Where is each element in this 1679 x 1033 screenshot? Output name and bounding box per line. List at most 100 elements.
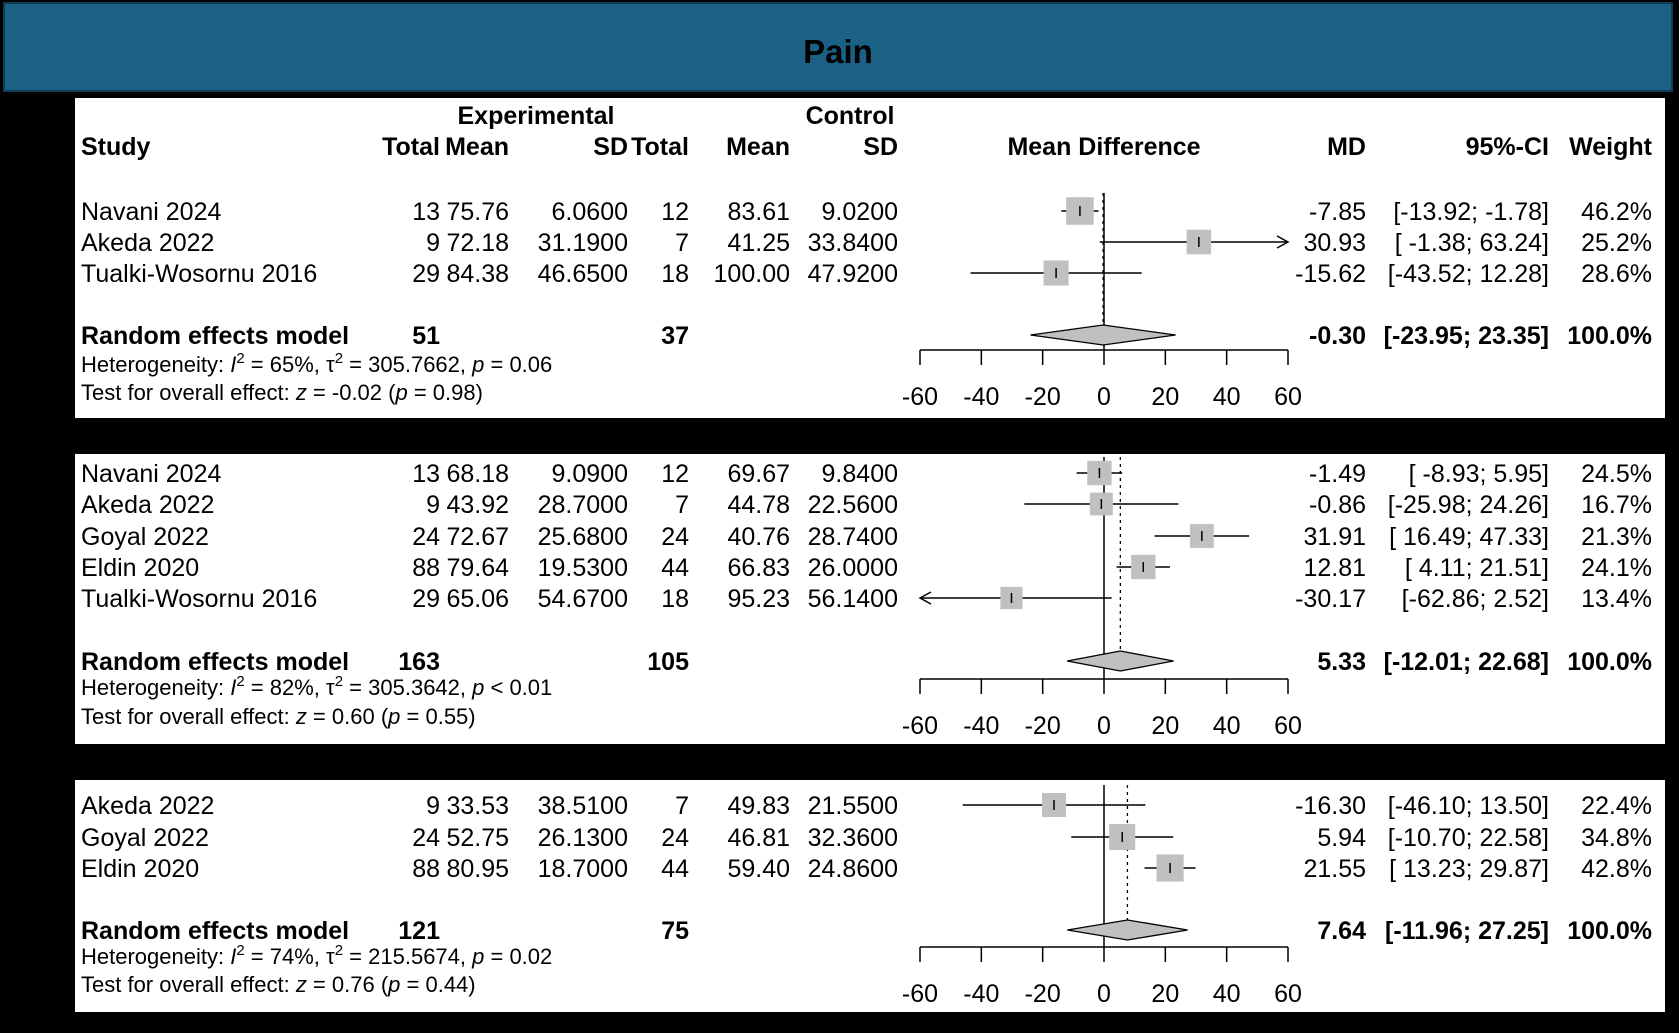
- e-total: 24: [412, 523, 440, 551]
- c-total: 12: [661, 460, 689, 488]
- x-tick-label: -20: [1025, 383, 1061, 411]
- tau-symbol: τ: [326, 352, 335, 377]
- x-tick-label: 20: [1151, 383, 1179, 411]
- e-sd: 26.1300: [538, 824, 628, 852]
- c-total: 7: [675, 491, 689, 519]
- z-value: = -0.02 (: [307, 380, 396, 405]
- c-mean: 83.61: [727, 198, 790, 226]
- e-sd: 6.0600: [552, 198, 628, 226]
- i2-value: = 65%,: [245, 352, 326, 377]
- c-mean: 69.67: [727, 460, 790, 488]
- x-tick-label: 20: [1151, 980, 1179, 1008]
- e-mean: 43.92: [446, 491, 509, 519]
- pooled-md-value: -0.30: [1309, 322, 1366, 350]
- c-sd: 9.8400: [822, 460, 898, 488]
- c-total: 12: [661, 198, 689, 226]
- weight-value: 42.8%: [1581, 855, 1652, 883]
- study-name: Tualki-Wosornu 2016: [81, 260, 317, 288]
- overall-effect-text: Test for overall effect: z = -0.02 (p = …: [81, 380, 483, 405]
- weight-value: 13.4%: [1581, 585, 1652, 613]
- e-mean: 52.75: [446, 824, 509, 852]
- p-value: = 0.55): [400, 704, 475, 729]
- pooled-diamond: [1067, 919, 1188, 941]
- c-sd: 33.8400: [808, 229, 898, 257]
- superscript: 2: [236, 942, 244, 959]
- c-sd: 22.5600: [808, 491, 898, 519]
- ci-value: [-43.52; 12.28]: [1388, 260, 1549, 288]
- e-mean: 33.53: [446, 792, 509, 820]
- c-mean: 95.23: [727, 585, 790, 613]
- z-value: = 0.76 (: [307, 972, 389, 997]
- weight-value: 21.3%: [1581, 523, 1652, 551]
- header-md: MD: [1327, 133, 1366, 161]
- c-mean: 41.25: [727, 229, 790, 257]
- header-e-sd: SD: [593, 133, 628, 161]
- tau-value: = 215.5674,: [343, 944, 472, 969]
- c-sd: 32.3600: [808, 824, 898, 852]
- pooled-weight-value: 100.0%: [1567, 322, 1652, 350]
- ci-arrow-right: [1276, 235, 1290, 249]
- md-value: -30.17: [1295, 585, 1366, 613]
- x-tick-label: -60: [902, 712, 938, 740]
- c-total: 18: [661, 260, 689, 288]
- p-value: = 0.02: [484, 944, 552, 969]
- ci-value: [ 16.49; 47.33]: [1389, 523, 1549, 551]
- e-total: 13: [412, 198, 440, 226]
- pooled-label: Random effects model: [81, 322, 349, 350]
- tau-symbol: τ: [326, 944, 335, 969]
- p-value: = 0.06: [484, 352, 552, 377]
- ci-arrow-left: [918, 591, 932, 605]
- study-name: Navani 2024: [81, 460, 221, 488]
- ci-value: [ -1.38; 63.24]: [1395, 229, 1549, 257]
- pooled-c-total: 37: [661, 322, 689, 350]
- p-value: = 0.98): [408, 380, 483, 405]
- study-name: Akeda 2022: [81, 491, 214, 519]
- e-sd: 31.1900: [538, 229, 628, 257]
- c-total: 24: [661, 824, 689, 852]
- x-tick-label: 20: [1151, 712, 1179, 740]
- pooled-md-value: 5.33: [1317, 648, 1366, 676]
- e-mean: 65.06: [446, 585, 509, 613]
- e-mean: 68.18: [446, 460, 509, 488]
- superscript: 2: [335, 673, 343, 690]
- header-e-mean: Mean: [445, 133, 509, 161]
- x-tick-label: -60: [902, 980, 938, 1008]
- superscript: 2: [236, 350, 244, 367]
- c-total: 24: [661, 523, 689, 551]
- weight-value: 25.2%: [1581, 229, 1652, 257]
- c-total: 44: [661, 554, 689, 582]
- md-value: -16.30: [1295, 792, 1366, 820]
- c-mean: 46.81: [727, 824, 790, 852]
- x-tick-label: 40: [1213, 980, 1241, 1008]
- ci-value: [-62.86; 2.52]: [1402, 585, 1549, 613]
- superscript: 2: [335, 942, 343, 959]
- e-total: 9: [426, 229, 440, 257]
- i2-value: = 82%,: [245, 675, 326, 700]
- x-tick-label: -20: [1025, 712, 1061, 740]
- heterogeneity-text: Heterogeneity: I2 = 82%, τ2 = 305.3642, …: [81, 673, 552, 700]
- pooled-label: Random effects model: [81, 917, 349, 945]
- e-total: 9: [426, 792, 440, 820]
- header-ci: 95%-CI: [1466, 133, 1549, 161]
- i2-symbol: I: [230, 944, 236, 969]
- header-c-total: Total: [631, 133, 689, 161]
- md-value: 31.91: [1303, 523, 1366, 551]
- page-title: Pain: [803, 33, 873, 70]
- md-value: -15.62: [1295, 260, 1366, 288]
- overall-effect-text: Test for overall effect: z = 0.60 (p = 0…: [81, 704, 476, 729]
- pooled-diamond: [1030, 324, 1176, 346]
- md-value: 30.93: [1303, 229, 1366, 257]
- c-sd: 26.0000: [808, 554, 898, 582]
- c-mean: 66.83: [727, 554, 790, 582]
- study-name: Akeda 2022: [81, 229, 214, 257]
- i2-symbol: I: [230, 675, 236, 700]
- weight-value: 46.2%: [1581, 198, 1652, 226]
- x-tick-label: -40: [963, 383, 999, 411]
- overall-effect-text: Test for overall effect: z = 0.76 (p = 0…: [81, 972, 476, 997]
- header-experimental: Experimental: [457, 102, 614, 130]
- c-mean: 44.78: [727, 491, 790, 519]
- e-total: 9: [426, 491, 440, 519]
- c-total: 44: [661, 855, 689, 883]
- study-name: Navani 2024: [81, 198, 221, 226]
- pooled-c-total: 105: [647, 648, 689, 676]
